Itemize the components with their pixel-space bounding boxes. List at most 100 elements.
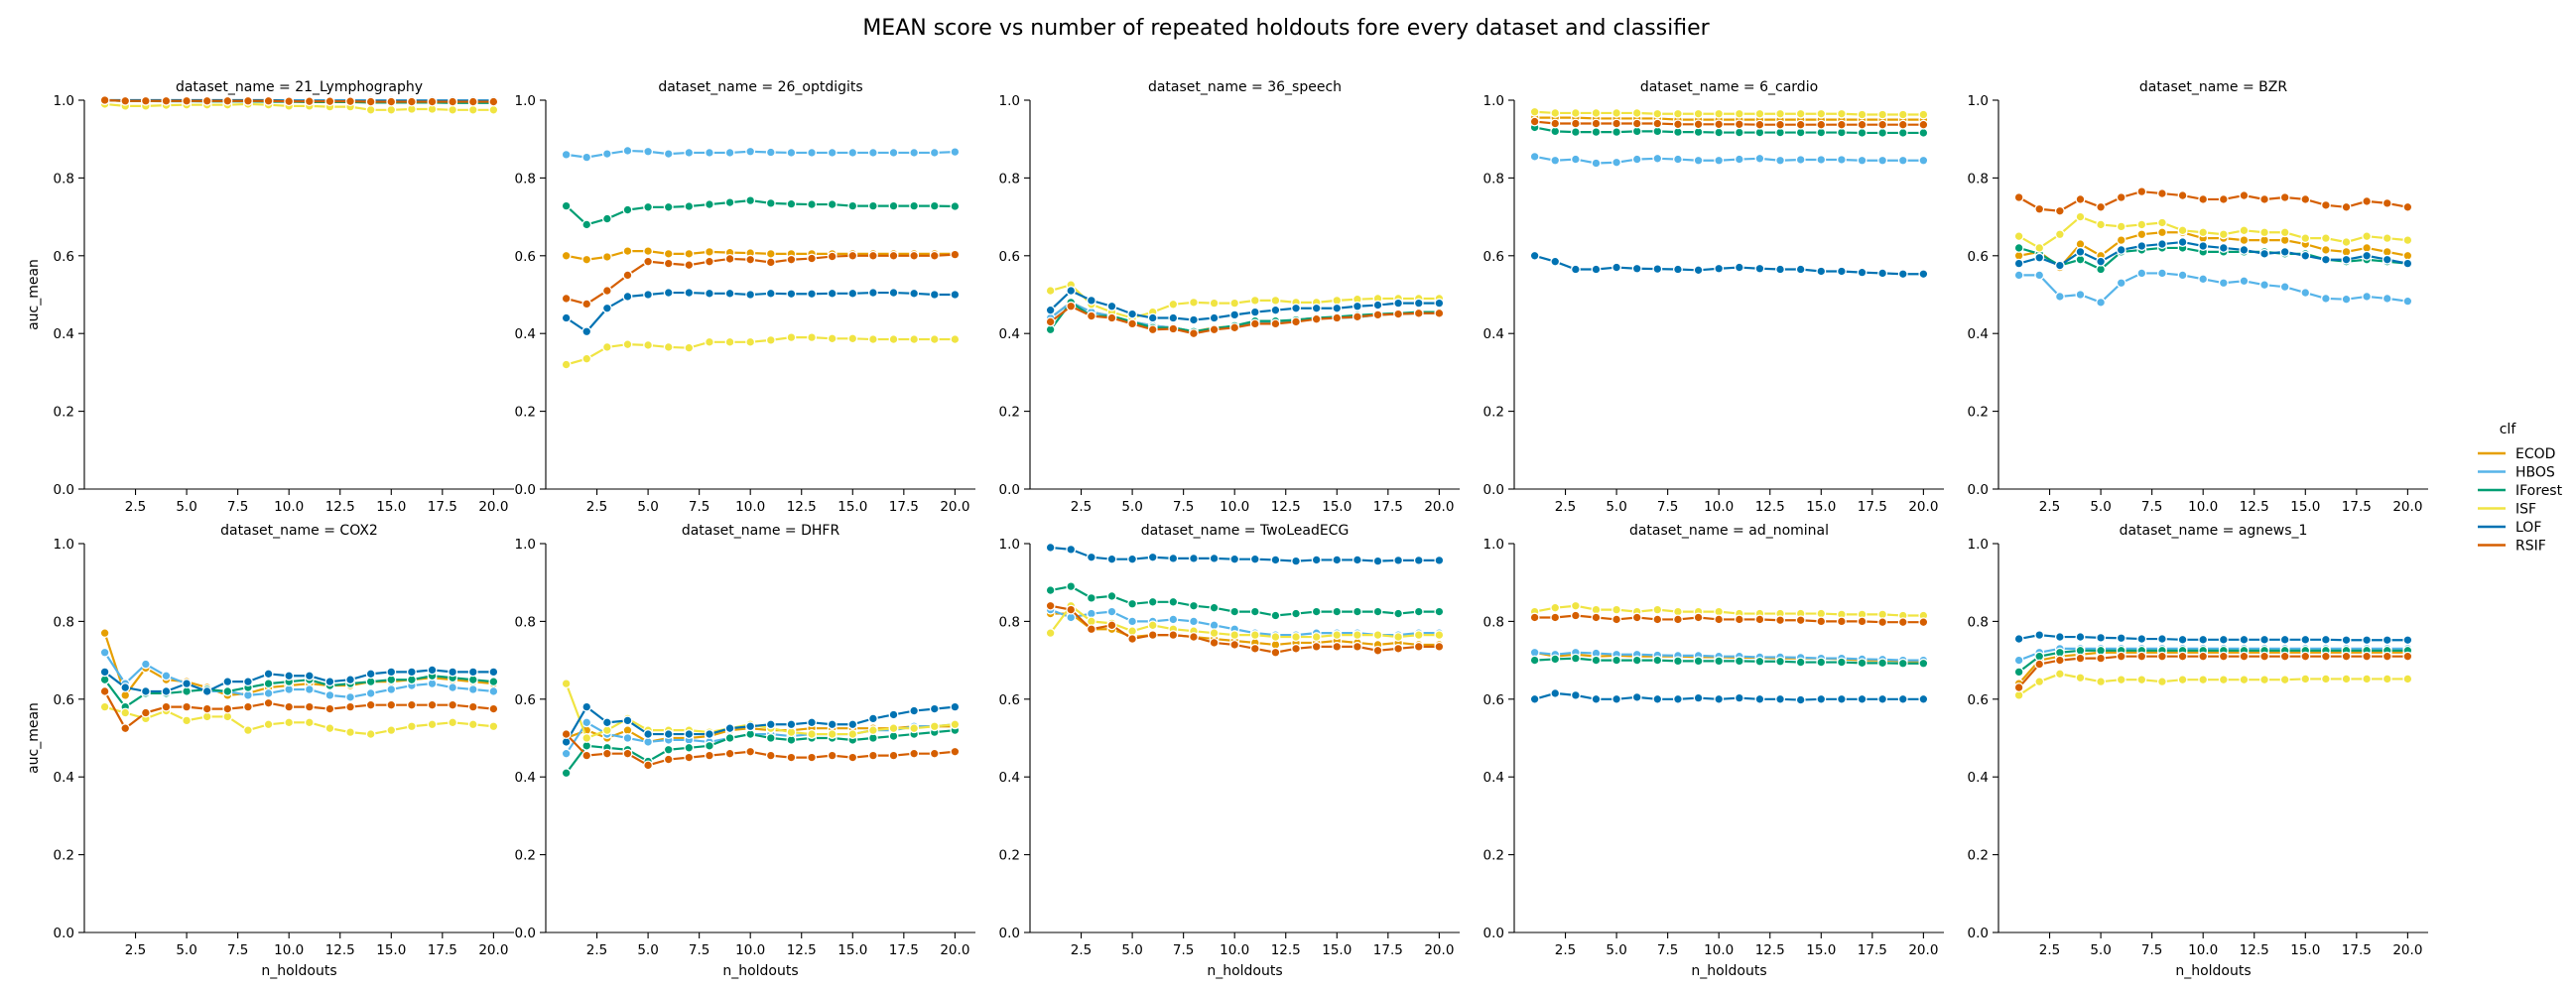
- data-point: [1795, 155, 1806, 165]
- series-isf: [1529, 106, 1929, 120]
- data-point: [807, 717, 818, 728]
- data-point: [1291, 608, 1302, 619]
- data-point: [643, 760, 654, 771]
- data-point: [2341, 237, 2352, 248]
- data-point: [581, 701, 592, 712]
- y-tick-label: 0.8: [1483, 614, 1504, 630]
- y-tick-label: 0.6: [54, 692, 74, 708]
- data-point: [2013, 270, 2024, 281]
- x-tick-label: 7.5: [1173, 499, 1194, 515]
- data-point: [786, 332, 797, 343]
- data-point: [1877, 617, 1888, 628]
- data-point: [2402, 258, 2413, 269]
- data-point: [182, 715, 193, 726]
- data-point: [1550, 612, 1561, 623]
- series-isf: [2013, 211, 2413, 253]
- data-point: [2096, 653, 2107, 664]
- x-tick-label: 12.5: [325, 499, 355, 515]
- data-point: [140, 95, 151, 106]
- x-tick-label: 17.5: [2342, 942, 2372, 958]
- data-point: [1352, 555, 1362, 565]
- panel-title: dataset_name = TwoLeadECG: [1141, 523, 1350, 539]
- series-lof: [1529, 687, 1929, 705]
- data-point: [1570, 107, 1581, 118]
- data-point: [365, 687, 376, 698]
- data-point: [345, 701, 356, 712]
- data-point: [2239, 675, 2250, 685]
- data-point: [2362, 651, 2373, 662]
- data-point: [1529, 151, 1540, 162]
- data-point: [1147, 312, 1158, 323]
- data-point: [909, 723, 920, 734]
- data-point: [1693, 265, 1704, 276]
- y-tick-label: 0.6: [515, 692, 536, 708]
- x-tick-label: 17.5: [1858, 499, 1887, 515]
- data-point: [581, 733, 592, 743]
- data-point: [2218, 278, 2229, 289]
- data-point: [1332, 606, 1343, 617]
- panel-cox2: dataset_name = COX2 0.0 0.2 0.4 0.6 0.8 1.0 2.5…: [26, 523, 514, 979]
- data-point: [222, 686, 233, 696]
- data-point: [1570, 264, 1581, 275]
- data-point: [745, 721, 756, 732]
- data-point: [561, 293, 572, 304]
- data-point: [2156, 239, 2167, 249]
- data-point: [929, 147, 940, 158]
- y-axis-label: auc_mean: [26, 259, 42, 330]
- data-point: [2362, 674, 2373, 684]
- x-tick-label: 5.0: [637, 499, 658, 515]
- data-point: [2034, 270, 2045, 281]
- data-point: [2034, 630, 2045, 641]
- legend-item-hbos: HBOS: [2478, 465, 2555, 481]
- data-point: [663, 341, 674, 352]
- data-point: [1877, 155, 1888, 166]
- data-point: [1434, 606, 1445, 617]
- panel-title: dataset_name = ad_nominal: [1629, 523, 1829, 539]
- panel-21-lymphography: dataset_name = 21_Lymphography 0.0 0.2 0.4 0…: [26, 79, 514, 515]
- data-point: [2034, 677, 2045, 687]
- data-point: [1672, 656, 1683, 667]
- data-point: [182, 95, 193, 106]
- data-point: [365, 104, 376, 115]
- panel-title: dataset_name = 21_Lymphography: [176, 79, 423, 95]
- data-point: [1775, 155, 1786, 166]
- data-point: [643, 246, 654, 257]
- series-ecod: [2013, 227, 2413, 273]
- data-point: [663, 248, 674, 259]
- y-tick-label: 0.4: [1483, 770, 1504, 786]
- y-tick-label: 1.0: [1968, 537, 1989, 553]
- series-rsif: [99, 95, 499, 107]
- data-point: [663, 201, 674, 212]
- y-tick-label: 0.2: [999, 405, 1020, 421]
- data-point: [1270, 647, 1281, 658]
- data-point: [1086, 552, 1096, 562]
- data-point: [561, 729, 572, 740]
- data-point: [2259, 651, 2270, 662]
- data-point: [1434, 641, 1445, 652]
- data-point: [2239, 190, 2250, 200]
- data-point: [1652, 108, 1663, 119]
- data-point: [2198, 194, 2209, 204]
- data-point: [1106, 554, 1117, 564]
- y-tick-label: 0.4: [999, 326, 1020, 342]
- data-point: [386, 684, 397, 694]
- data-point: [1816, 266, 1827, 277]
- panel-bzr: dataset_name = BZR 0.0 0.2 0.4 0.6 0.8 1.0 2.5 5…: [1968, 79, 2428, 515]
- data-point: [684, 201, 695, 211]
- data-point: [2054, 260, 2065, 271]
- data-point: [601, 748, 612, 759]
- data-point: [1897, 109, 1908, 120]
- data-point: [2177, 651, 2188, 662]
- data-point: [242, 677, 253, 687]
- data-point: [1775, 693, 1786, 704]
- data-point: [1270, 632, 1281, 643]
- data-point: [561, 312, 572, 323]
- data-point: [1918, 155, 1929, 166]
- data-point: [448, 682, 458, 692]
- data-point: [467, 667, 478, 678]
- data-point: [1209, 298, 1220, 309]
- series-ecod: [1045, 608, 1445, 650]
- x-tick-label: 20.0: [1424, 942, 1454, 958]
- data-point: [1754, 108, 1765, 119]
- data-point: [1714, 614, 1725, 625]
